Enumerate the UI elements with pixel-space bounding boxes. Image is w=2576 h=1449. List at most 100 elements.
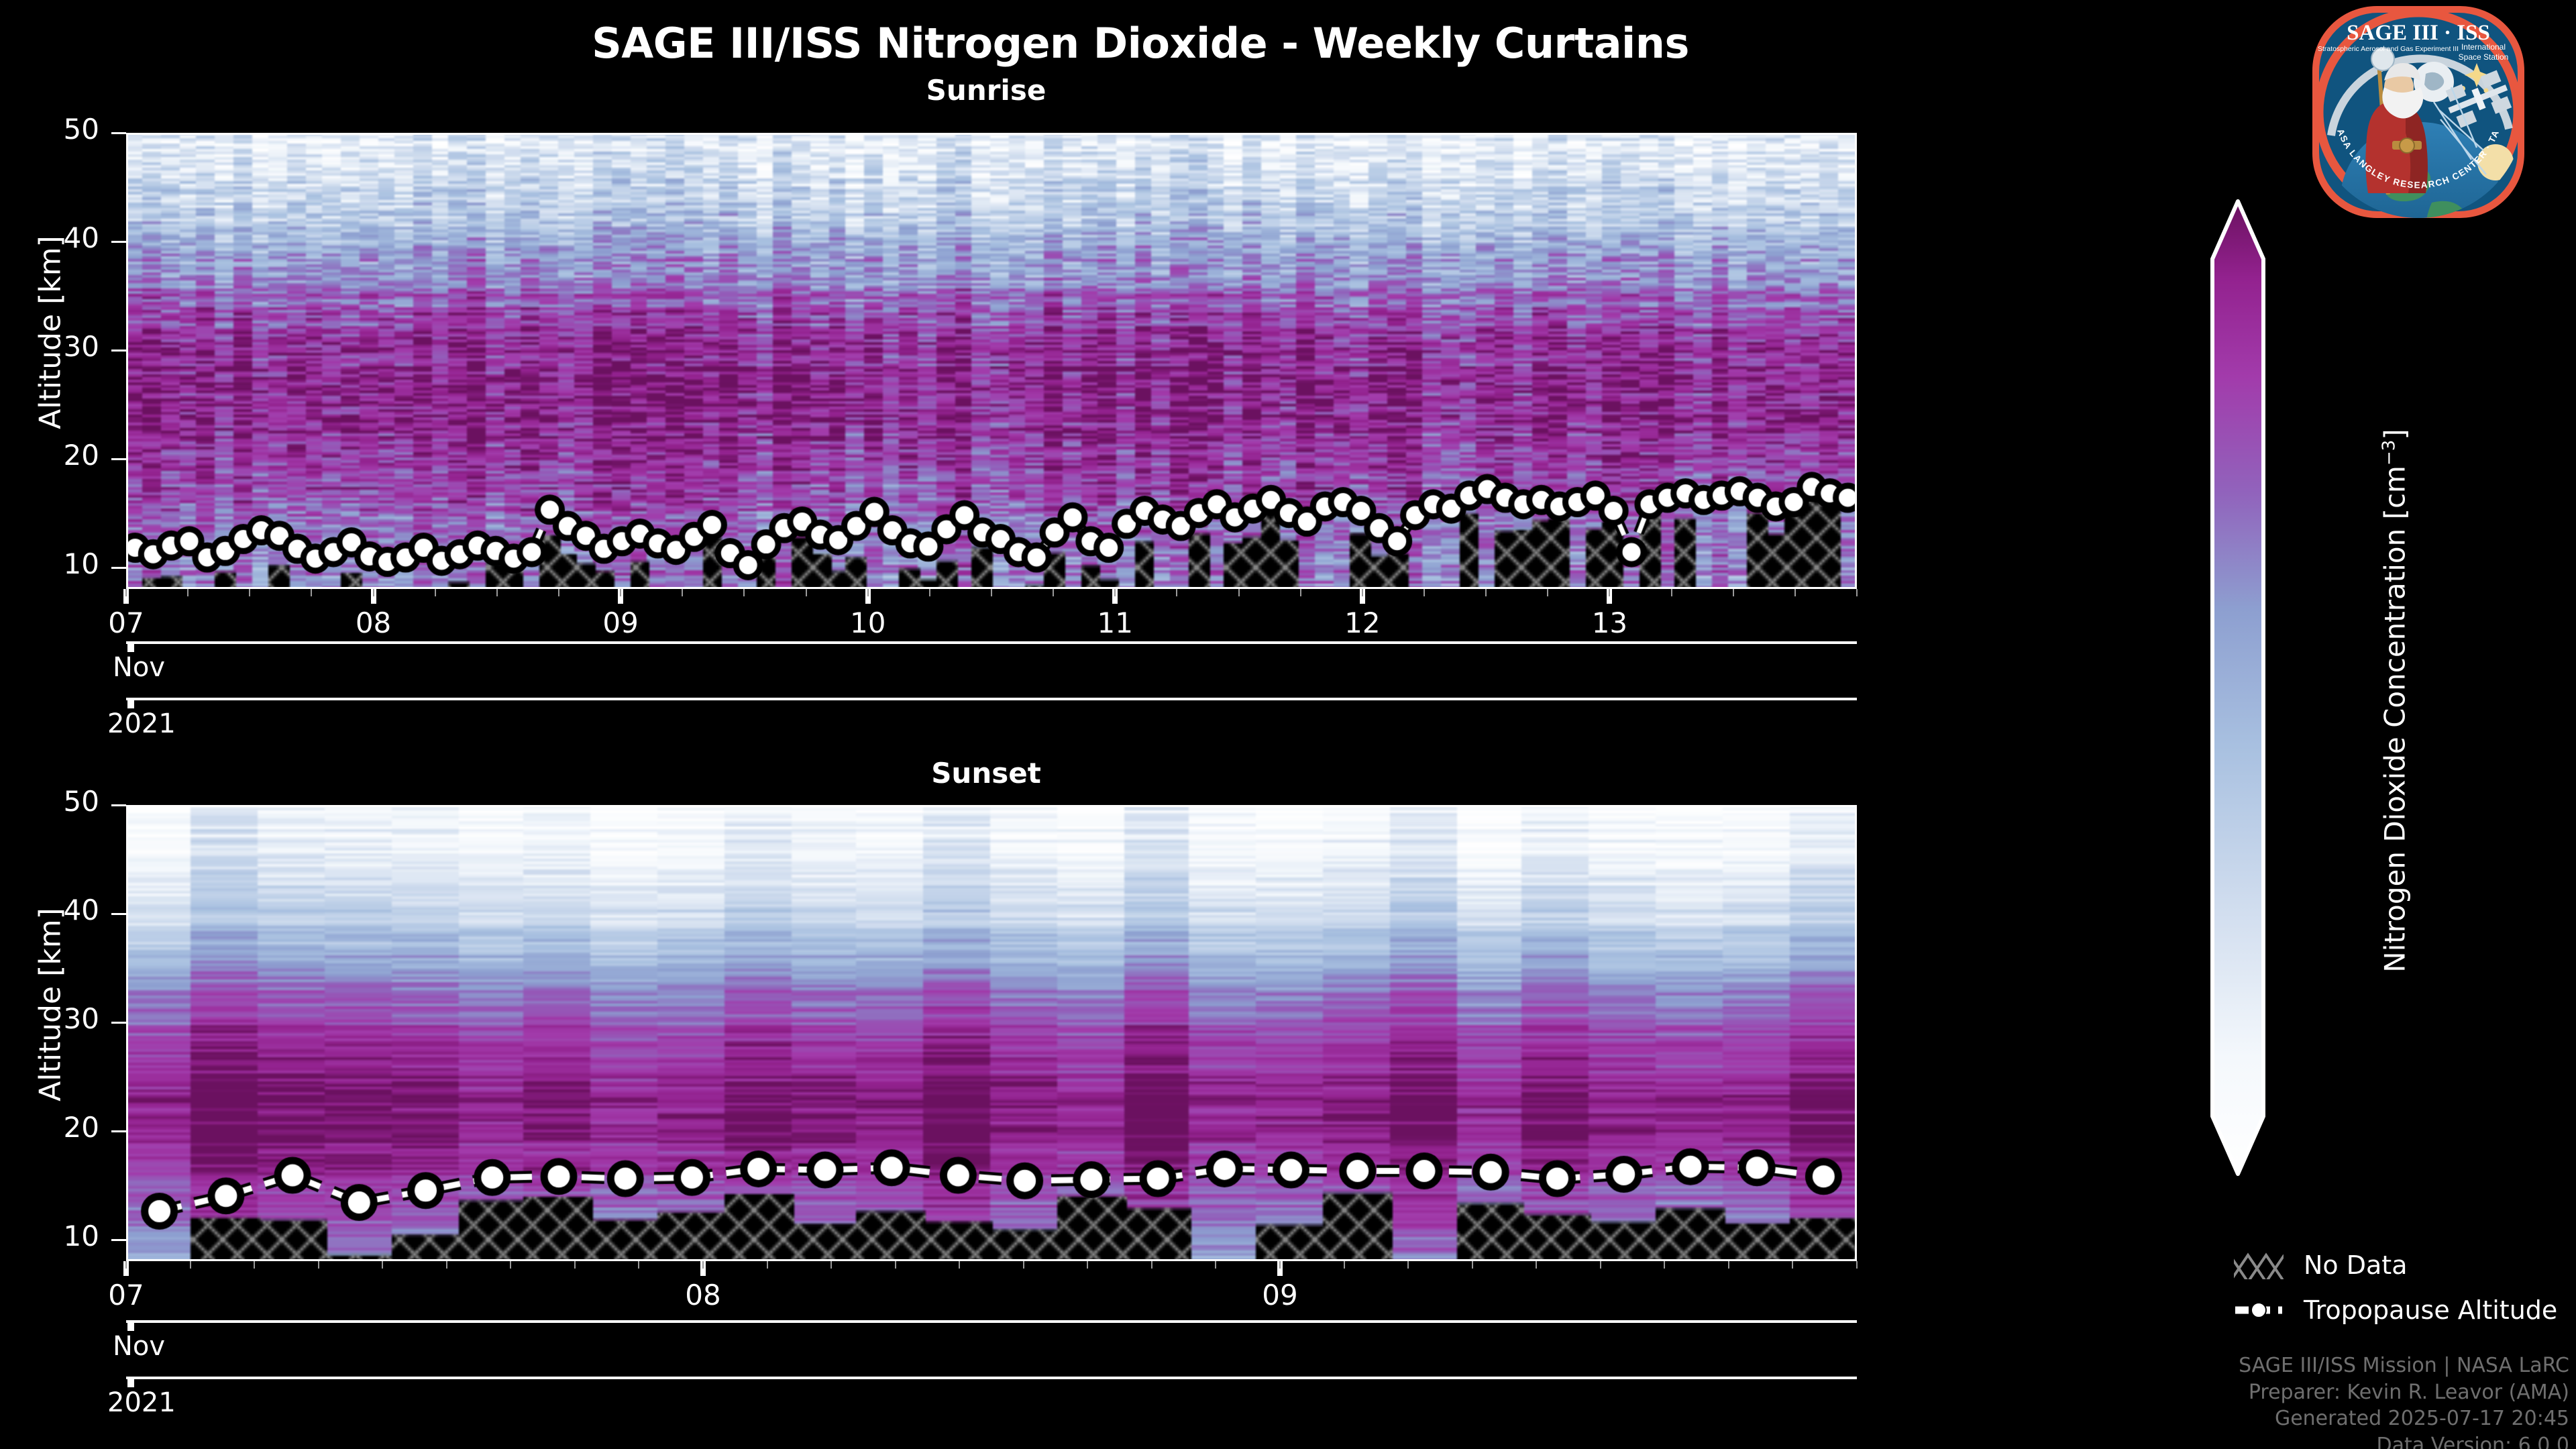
panel-sunrise-year-label: 2021 [107, 708, 176, 739]
panel-sunset-tropopause-line [126, 805, 1857, 1261]
x-minor-tick [496, 589, 498, 596]
x-tick-mark [123, 1261, 129, 1276]
y-tick-label: 10 [63, 547, 99, 580]
x-minor-tick [189, 1261, 191, 1269]
y-tick-mark [111, 804, 126, 806]
patch-rays [2432, 87, 2487, 175]
y-tick-label: 50 [63, 113, 99, 146]
x-minor-tick [1792, 1261, 1794, 1269]
x-minor-tick [1176, 589, 1178, 596]
y-tick-mark [111, 1021, 126, 1024]
y-tick-mark [111, 566, 126, 569]
x-tick-label: 13 [1591, 606, 1628, 639]
x-minor-tick [1150, 1261, 1152, 1269]
x-minor-tick [1856, 1261, 1858, 1269]
x-minor-tick [574, 1261, 576, 1269]
x-minor-tick [638, 1261, 640, 1269]
x-minor-tick [1727, 1261, 1729, 1269]
x-minor-tick [445, 1261, 447, 1269]
colorbar-body[interactable] [2210, 199, 2265, 1176]
x-minor-tick [1670, 589, 1672, 596]
x-minor-tick [249, 589, 251, 596]
legend: No Data Tropopause Altitude [2234, 1248, 2557, 1330]
x-tick-mark [1607, 589, 1613, 604]
x-tick-mark [618, 589, 624, 604]
y-tick-label: 30 [63, 329, 99, 363]
x-minor-tick [434, 589, 436, 596]
x-minor-tick [702, 1261, 704, 1269]
x-minor-tick [805, 589, 807, 596]
panel-sunrise-heatmap[interactable] [126, 133, 1857, 589]
x-tick-label: 12 [1344, 606, 1381, 639]
patch-figure [2365, 47, 2428, 195]
x-tick-mark [123, 589, 129, 604]
x-minor-tick [1215, 1261, 1217, 1269]
x-tick-mark [1112, 589, 1118, 604]
legend-label-tropopause: Tropopause Altitude [2304, 1295, 2558, 1325]
x-minor-tick [1343, 1261, 1345, 1269]
x-tick-label: 09 [1262, 1279, 1298, 1311]
x-minor-tick [1664, 1261, 1666, 1269]
y-tick-label: 50 [63, 785, 99, 818]
panel-sunrise-subtitle: Sunrise [926, 74, 1046, 107]
y-tick-label: 40 [63, 221, 99, 254]
y-tick-mark [111, 458, 126, 460]
x-tick-label: 08 [355, 606, 392, 639]
x-minor-tick [743, 589, 745, 596]
x-minor-tick [1087, 1261, 1089, 1269]
y-tick-label: 20 [63, 438, 99, 472]
x-minor-tick [558, 589, 559, 596]
colorbar[interactable]: 1010109108107 [2207, 195, 2281, 1183]
credit-line-3: Generated 2025-07-17 20:45 [2274, 1407, 2569, 1431]
mission-patch-svg: SAGE III · ISS Stratospheric Aerosol and… [2304, 0, 2524, 218]
patch-small-globe-detail [2424, 72, 2445, 91]
colorbar-title: Nitrogen Dioxide Concentration [cm−3] [2378, 429, 2412, 973]
x-minor-tick [1361, 589, 1363, 596]
patch-subtitle-left: Stratospheric Aerosol and Gas Experiment… [2318, 45, 2459, 53]
dashed-line-marker-icon [2234, 1296, 2284, 1324]
y-tick-mark [111, 1130, 126, 1132]
y-tick-mark [111, 349, 126, 352]
colorbar-title-exponent: −3 [2379, 439, 2400, 466]
y-tick-mark [111, 132, 126, 134]
x-minor-tick [1794, 589, 1796, 596]
panel-sunrise-year-rule [126, 698, 1857, 700]
panel-sunset-year-label: 2021 [107, 1387, 176, 1418]
x-minor-tick [1536, 1261, 1538, 1269]
legend-item-no-data: No Data [2234, 1248, 2557, 1283]
x-minor-tick [382, 1261, 384, 1269]
colorbar-svg[interactable] [2207, 195, 2281, 1181]
panel-sunset-subtitle: Sunset [931, 757, 1041, 790]
panel-sunset-year-tick [127, 1377, 134, 1387]
patch-star-small-2 [2483, 88, 2489, 93]
x-minor-tick [125, 1261, 127, 1269]
x-minor-tick [1471, 1261, 1473, 1269]
x-minor-tick [125, 589, 127, 596]
x-minor-tick [311, 589, 313, 596]
credits: SAGE III/ISS Mission | NASA LaRC Prepare… [1637, 1352, 2569, 1449]
x-tick-mark [370, 589, 376, 604]
legend-item-tropopause: Tropopause Altitude [2234, 1291, 2557, 1330]
x-minor-tick [1407, 1261, 1409, 1269]
x-minor-tick [317, 1261, 319, 1269]
x-tick-label: 07 [108, 1279, 144, 1311]
x-minor-tick [1238, 589, 1240, 596]
x-minor-tick [1609, 589, 1611, 596]
x-tick-mark [700, 1261, 706, 1276]
x-minor-tick [1114, 589, 1116, 596]
x-minor-tick [766, 1261, 768, 1269]
patch-star-large [2465, 63, 2489, 87]
panel-sunrise-month-rule [126, 641, 1857, 644]
x-tick-label: 08 [685, 1279, 721, 1311]
credit-line-1: SAGE III/ISS Mission | NASA LaRC [2239, 1354, 2569, 1377]
patch-iss [2445, 70, 2512, 128]
y-tick-label: 30 [63, 1002, 99, 1035]
x-minor-tick [1299, 589, 1301, 596]
panel-sunset-month-rule [126, 1320, 1857, 1323]
x-minor-tick [1424, 589, 1425, 596]
patch-title: SAGE III · ISS [2347, 21, 2490, 45]
x-minor-tick [959, 1261, 961, 1269]
panel-sunset-month-tick [127, 1320, 134, 1331]
panel-sunrise-year-tick [127, 698, 134, 708]
panel-sunset-heatmap[interactable] [126, 805, 1857, 1261]
